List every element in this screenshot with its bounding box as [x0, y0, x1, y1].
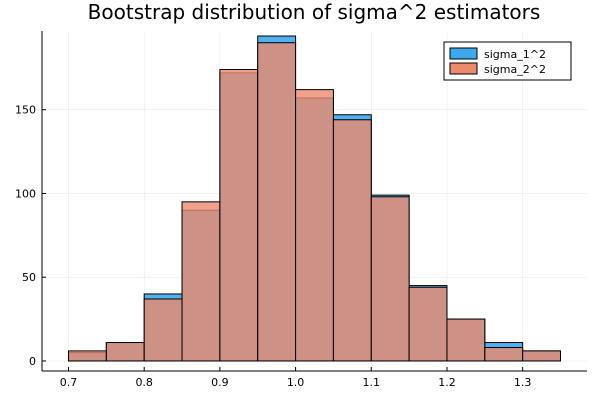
bar-2-bin-7	[295, 89, 334, 362]
bar-2-bin-10	[408, 286, 448, 362]
bar-2-bin-6	[257, 42, 297, 362]
y-tick-label: 100	[15, 187, 36, 200]
bar-2-bin-8	[332, 119, 372, 362]
legend: sigma_1^2 sigma_2^2	[443, 41, 572, 81]
chart-title: Bootstrap distribution of sigma^2 estima…	[88, 0, 541, 24]
axes: 0.7 0.8 0.9 1.0 1.1 1.2 1.3 0 50 100 150	[15, 31, 587, 389]
bar-2-bin-5	[219, 69, 259, 362]
bar-2-bin-4	[181, 201, 221, 362]
y-tick-label: 150	[15, 104, 36, 117]
y-tick-label: 50	[22, 271, 36, 284]
x-tick-label: 0.7	[60, 376, 78, 389]
x-tick-label: 0.8	[135, 376, 153, 389]
y-tick-label: 0	[29, 355, 36, 368]
x-tick-label: 1.3	[514, 376, 532, 389]
x-tick-label: 1.2	[438, 376, 456, 389]
x-tick-label: 1.1	[363, 376, 381, 389]
legend-swatch-1	[449, 47, 478, 60]
legend-swatch-2	[449, 62, 478, 75]
bar-2-bin-13	[522, 350, 562, 362]
bar-2-bin-2	[105, 342, 145, 362]
bar-2-bin-12	[484, 347, 524, 362]
legend-label-2: sigma_2^2	[484, 63, 546, 76]
bar-2-bin-11	[446, 318, 486, 362]
x-tick-label: 0.9	[211, 376, 229, 389]
legend-label-1: sigma_1^2	[484, 48, 546, 61]
bars	[67, 35, 562, 362]
bar-2-bin-1	[67, 350, 107, 362]
x-tick-label: 1.0	[287, 376, 305, 389]
bar-2-bin-3	[143, 298, 183, 362]
bar-2-bin-9	[370, 196, 410, 362]
